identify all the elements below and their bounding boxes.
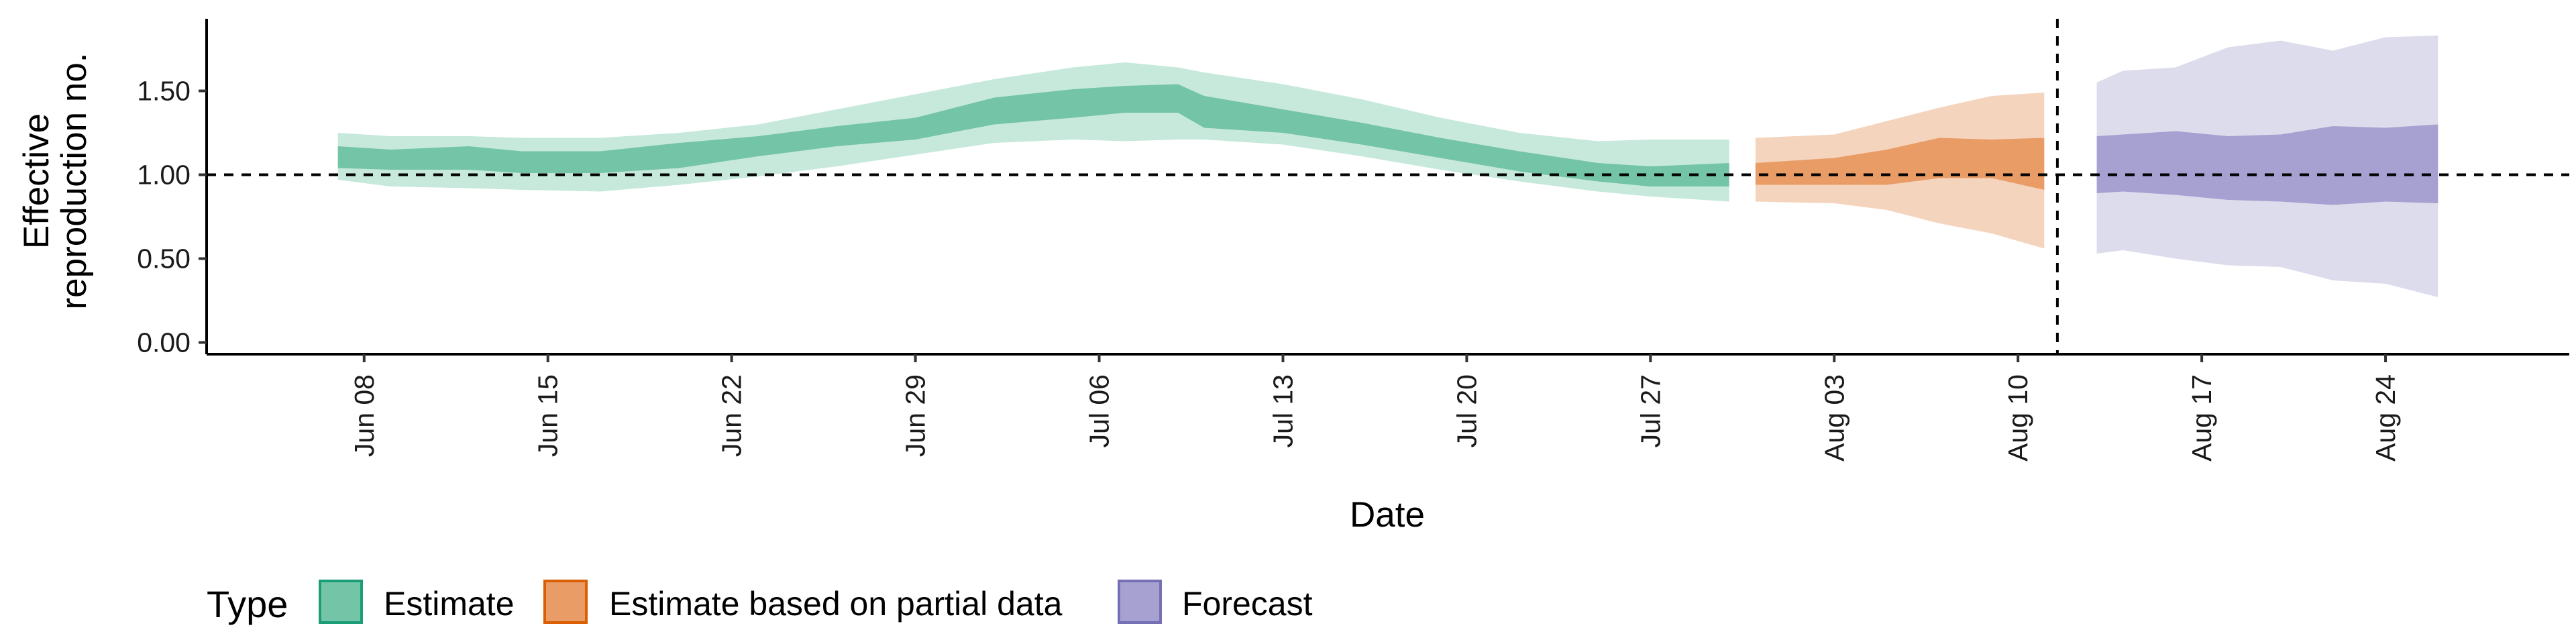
x-tick-label: Aug 24 [2370, 374, 2401, 462]
x-tick-label: Jul 27 [1635, 374, 1666, 447]
legend-swatch-estimate [319, 580, 363, 624]
x-tick-label: Jun 29 [900, 374, 931, 457]
band-90-estimate [337, 62, 1729, 202]
legend-swatch-forecast [1118, 580, 1162, 624]
x-tick-label: Jun 15 [533, 374, 564, 457]
y-axis-title: Effective reproduction no. [17, 52, 94, 309]
x-tick-label: Jun 08 [349, 374, 380, 457]
legend-label-forecast: Forecast [1182, 585, 1313, 623]
x-tick-label: Aug 10 [2002, 374, 2033, 462]
bands-layer [337, 36, 2438, 297]
legend-label-partial: Estimate based on partial data [609, 585, 1063, 623]
band-50-estimate [337, 84, 1729, 186]
x-tick-label: Jul 20 [1451, 374, 1482, 447]
x-tick-label: Jul 13 [1267, 374, 1298, 447]
x-axis-title: Date [1350, 495, 1425, 535]
band-50-estimate-based-on-partial-data [1755, 138, 2045, 190]
y-tick-label: 1.00 [137, 160, 191, 191]
axes [205, 19, 2569, 356]
legend-label-estimate: Estimate [384, 585, 515, 623]
x-tick-label: Jun 22 [716, 374, 747, 457]
legend-title: Type [207, 583, 288, 625]
y-axis-title-line-2: reproduction no. [54, 52, 94, 309]
x-tick-label: Aug 03 [1819, 374, 1849, 462]
y-tick-label: 0.00 [137, 327, 191, 358]
y-axis-ticks: 0.00 0.50 1.00 1.50 [137, 76, 207, 358]
band-50-forecast [2096, 124, 2438, 205]
y-tick-label: 1.50 [137, 76, 191, 107]
y-tick-label: 0.50 [137, 244, 191, 274]
legend: Type Estimate Estimate based on partial … [207, 580, 1313, 625]
reference-lines [207, 19, 2569, 354]
y-axis-title-line-1: Effective [17, 113, 56, 249]
legend-swatch-partial [543, 580, 588, 624]
x-tick-label: Jul 06 [1084, 374, 1115, 447]
x-tick-label: Aug 17 [2186, 374, 2217, 462]
x-axis-ticks: Jun 08 Jun 15 Jun 22 Jun 29 Jul 06 Jul 13 Jul … [349, 354, 2401, 462]
